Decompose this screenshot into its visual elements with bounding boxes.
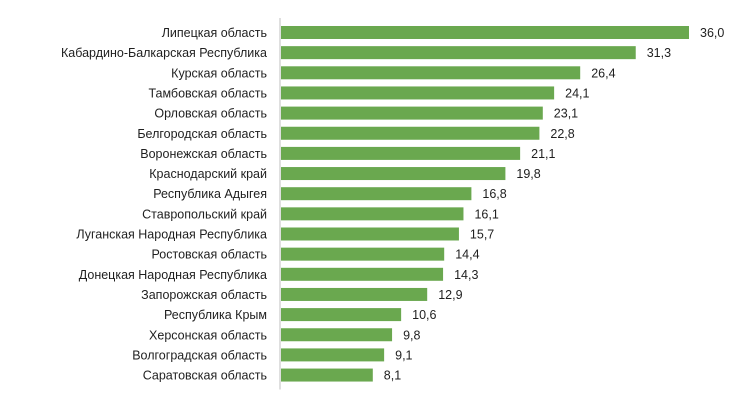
bar	[281, 46, 636, 60]
category-label: Кабардино-Балкарская Республика	[61, 46, 267, 60]
bar	[281, 267, 444, 281]
value-label: 31,3	[647, 46, 671, 60]
category-label: Волгоградская область	[132, 348, 267, 362]
category-label: Ставропольский край	[142, 207, 267, 221]
category-label: Белгородская область	[137, 127, 267, 141]
bar	[281, 167, 506, 181]
value-label: 9,8	[403, 328, 420, 342]
value-label: 21,1	[531, 147, 555, 161]
category-label: Липецкая область	[162, 26, 267, 40]
bar	[281, 348, 385, 362]
bar	[281, 26, 689, 39]
category-label: Республика Крым	[164, 308, 267, 322]
value-label: 36,0	[700, 26, 724, 40]
value-label: 23,1	[554, 107, 578, 121]
category-label: Тамбовская область	[148, 86, 267, 100]
category-label: Запорожская область	[141, 288, 267, 302]
bar	[281, 368, 373, 382]
category-label: Краснодарский край	[149, 167, 267, 181]
value-label: 16,8	[482, 187, 506, 201]
category-labels-group: Липецкая область Кабардино-Балкарская Рес…	[61, 26, 267, 383]
value-label: 14,4	[455, 248, 479, 262]
value-label: 14,3	[454, 268, 478, 282]
value-label: 19,8	[516, 167, 540, 181]
bar	[281, 328, 393, 342]
bar	[281, 106, 543, 120]
value-label: 15,7	[470, 228, 494, 242]
bar	[281, 308, 402, 322]
bar	[281, 146, 521, 160]
bar	[281, 227, 459, 241]
bar	[281, 187, 472, 201]
value-label: 26,4	[591, 66, 615, 80]
bar	[281, 66, 581, 80]
bar	[281, 207, 464, 221]
bar	[281, 247, 445, 261]
category-label: Ростовская область	[152, 248, 268, 262]
value-label: 9,1	[395, 348, 412, 362]
value-label: 8,1	[384, 369, 401, 383]
value-labels-group: 36,0 31,3 26,424,1 23,1 22,8 21,1 19,8 16,8 16,1…	[384, 26, 725, 383]
category-label: Херсонская область	[149, 328, 267, 342]
bar	[281, 126, 540, 140]
category-label: Курская область	[171, 66, 267, 80]
category-label: Саратовская область	[143, 369, 267, 383]
category-label: Орловская область	[154, 107, 267, 121]
bar	[281, 287, 428, 301]
category-label: Республика Адыгея	[153, 187, 267, 201]
value-label: 24,1	[565, 86, 589, 100]
category-label: Луганская Народная Республика	[76, 228, 267, 242]
value-label: 16,1	[474, 207, 498, 221]
category-label: Донецкая Народная Республика	[79, 268, 267, 282]
value-label: 22,8	[550, 127, 574, 141]
bars-group	[281, 26, 689, 382]
category-label: Воронежская область	[140, 147, 267, 161]
value-label: 12,9	[438, 288, 462, 302]
bar	[281, 86, 555, 100]
value-label: 10,6	[412, 308, 436, 322]
